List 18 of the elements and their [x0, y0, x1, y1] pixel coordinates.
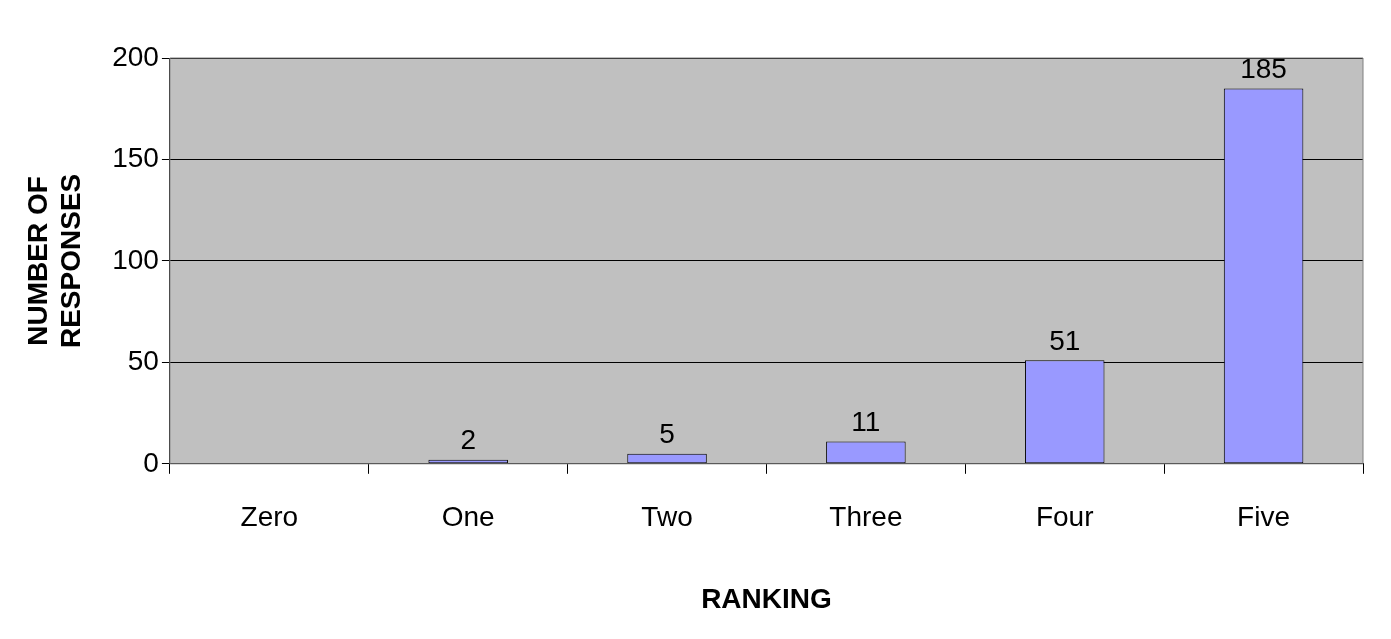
x-tick-label: Two [641, 501, 693, 533]
x-tick-label: Four [1035, 501, 1094, 533]
x-tick-label: One [441, 501, 495, 533]
data-label: 11 [851, 406, 881, 438]
y-tick-label: 50 [127, 345, 159, 377]
y-tick-label: 150 [112, 142, 159, 174]
data-label: 51 [1049, 325, 1081, 357]
x-tick-label: Zero [240, 501, 299, 533]
y-tick-label: 200 [112, 40, 159, 72]
y-axis-title: NUMBER OF RESPONSES [21, 173, 87, 349]
data-label: 5 [659, 418, 675, 450]
x-tick-label: Three [829, 501, 903, 533]
y-tick-label: 100 [112, 243, 159, 275]
y-tick-label: 0 [143, 446, 159, 478]
data-label: 2 [460, 424, 476, 456]
x-tick-label: Five [1237, 501, 1291, 533]
x-axis-title: RANKING [701, 582, 832, 614]
data-label: 185 [1240, 53, 1287, 85]
